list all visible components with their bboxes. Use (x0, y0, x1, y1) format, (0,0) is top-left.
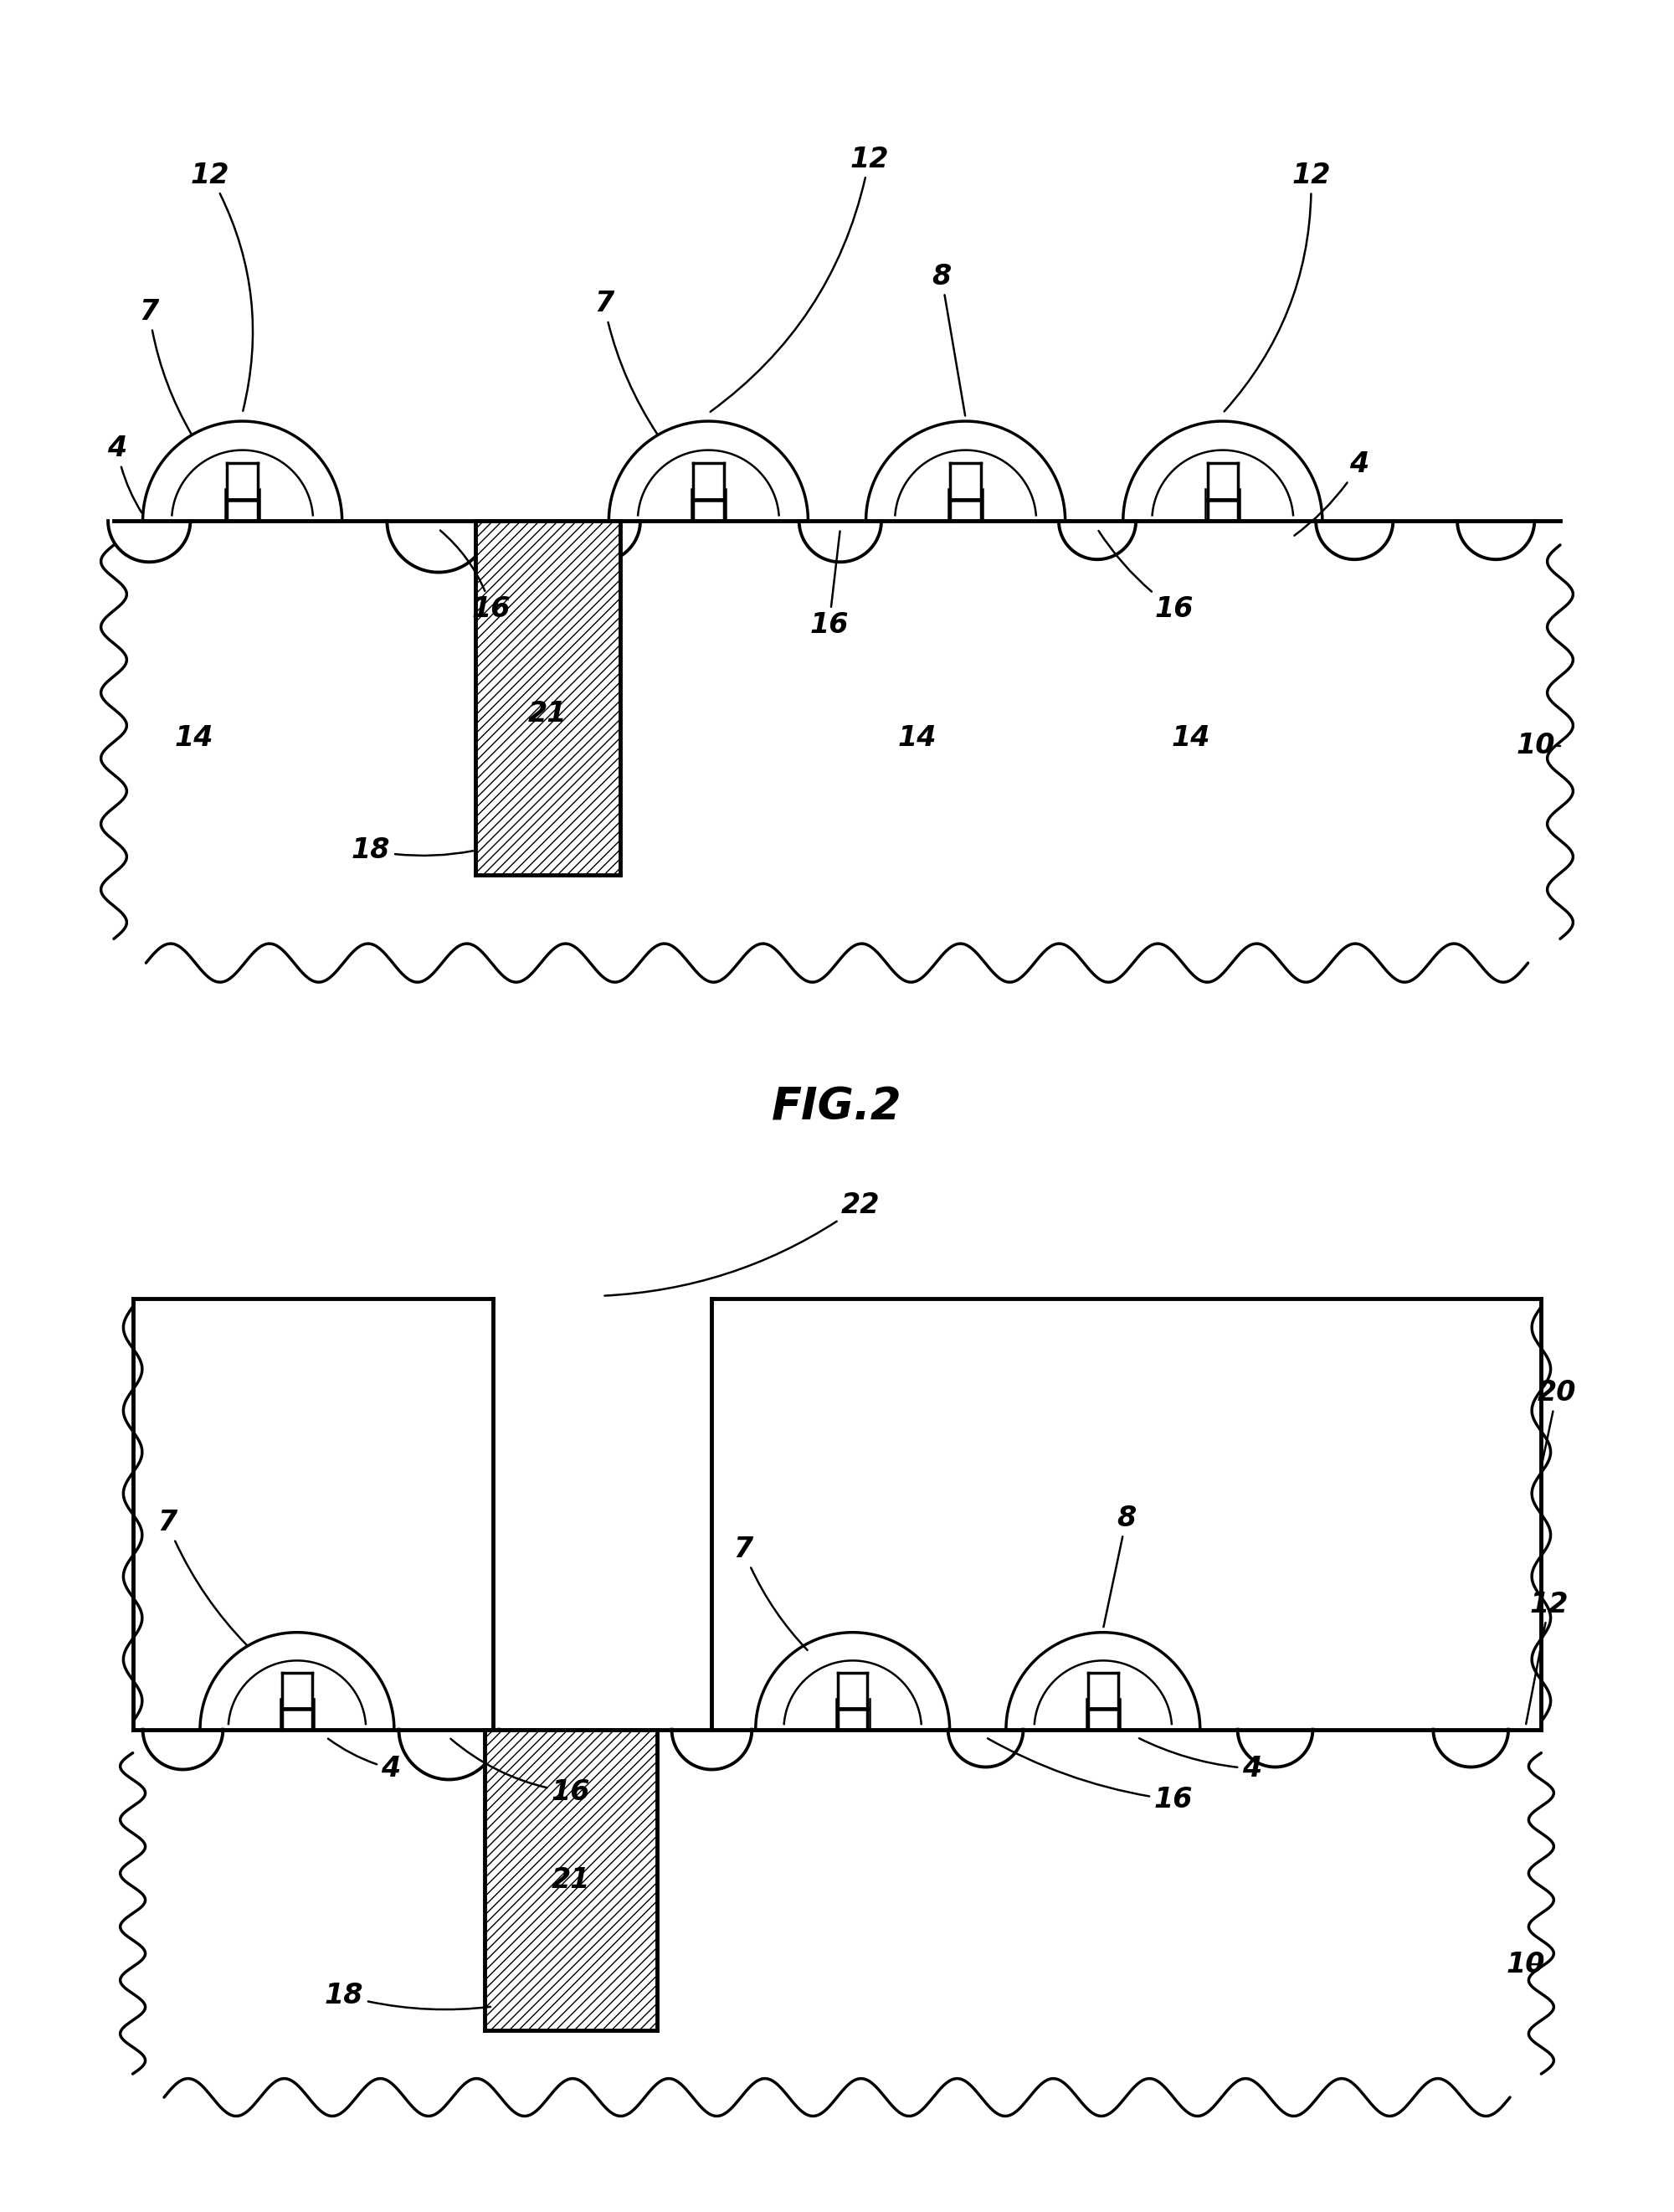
Text: 14: 14 (174, 723, 214, 752)
Text: 21: 21 (551, 1867, 591, 1893)
Text: 21: 21 (529, 699, 567, 728)
Text: 10: 10 (1517, 732, 1560, 759)
Polygon shape (475, 520, 619, 874)
Text: 4: 4 (1138, 1739, 1262, 1783)
Text: 10: 10 (1507, 1951, 1545, 1978)
Text: 12: 12 (710, 146, 889, 411)
Polygon shape (485, 1730, 656, 2031)
Text: 7: 7 (139, 299, 191, 434)
Text: 16: 16 (1098, 531, 1194, 624)
Text: 4: 4 (1294, 451, 1369, 535)
Text: 20: 20 (1537, 1378, 1577, 1464)
Text: 16: 16 (988, 1739, 1194, 1814)
Text: 7: 7 (594, 290, 658, 434)
Text: 16: 16 (450, 1739, 591, 1805)
Text: 22: 22 (604, 1192, 881, 1296)
Text: 14: 14 (897, 723, 937, 752)
Text: 8: 8 (1103, 1504, 1137, 1628)
Text: 4: 4 (328, 1739, 400, 1783)
Text: 7: 7 (733, 1535, 807, 1650)
Text: 12: 12 (1527, 1590, 1569, 1723)
Text: 8: 8 (932, 263, 966, 416)
Text: 16: 16 (810, 531, 849, 639)
Text: 12: 12 (1224, 161, 1331, 411)
Text: 12: 12 (191, 161, 253, 411)
Text: 14: 14 (1172, 723, 1210, 752)
Text: 7: 7 (157, 1509, 248, 1646)
Text: FIG.2: FIG.2 (772, 1086, 902, 1130)
Text: 18: 18 (325, 1982, 490, 2008)
Text: 18: 18 (352, 836, 474, 865)
Text: 16: 16 (440, 531, 511, 624)
Text: 4: 4 (107, 436, 142, 513)
